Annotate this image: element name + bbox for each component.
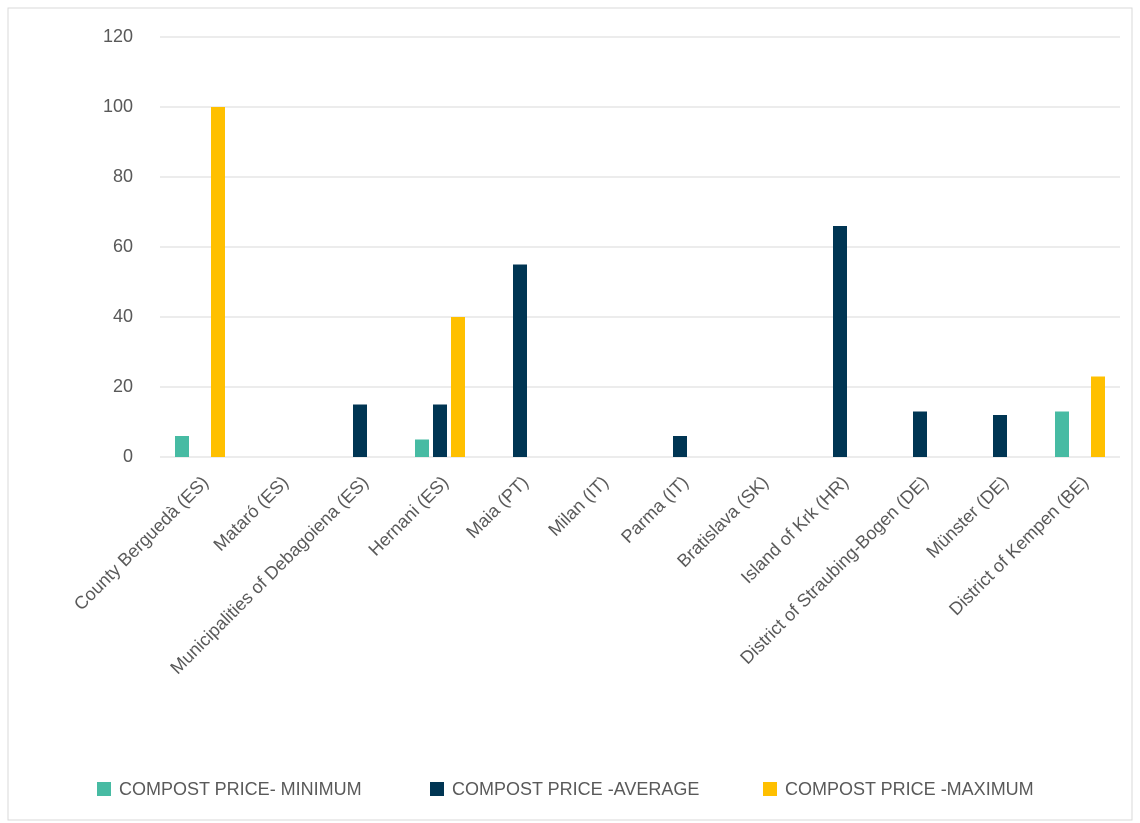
- bar: [451, 317, 465, 457]
- y-tick-label: 0: [123, 446, 133, 466]
- bar: [993, 415, 1007, 457]
- legend-swatch: [763, 782, 777, 796]
- y-tick-label: 20: [113, 376, 133, 396]
- y-tick-label: 40: [113, 306, 133, 326]
- bar: [833, 226, 847, 457]
- bar: [433, 404, 447, 457]
- legend-swatch: [430, 782, 444, 796]
- bar: [415, 439, 429, 457]
- bar: [673, 436, 687, 457]
- chart-frame: [7, 7, 1133, 821]
- bar: [211, 107, 225, 457]
- y-tick-label: 80: [113, 166, 133, 186]
- y-tick-label: 60: [113, 236, 133, 256]
- legend-label: COMPOST PRICE -AVERAGE: [452, 779, 699, 799]
- bar: [353, 404, 367, 457]
- y-tick-label: 120: [103, 26, 133, 46]
- bar: [913, 411, 927, 457]
- legend-label: COMPOST PRICE- MINIMUM: [119, 779, 362, 799]
- bar: [175, 436, 189, 457]
- bar: [1091, 376, 1105, 457]
- y-tick-label: 100: [103, 96, 133, 116]
- legend-swatch: [97, 782, 111, 796]
- bar: [513, 264, 527, 457]
- bar: [1055, 411, 1069, 457]
- legend-label: COMPOST PRICE -MAXIMUM: [785, 779, 1034, 799]
